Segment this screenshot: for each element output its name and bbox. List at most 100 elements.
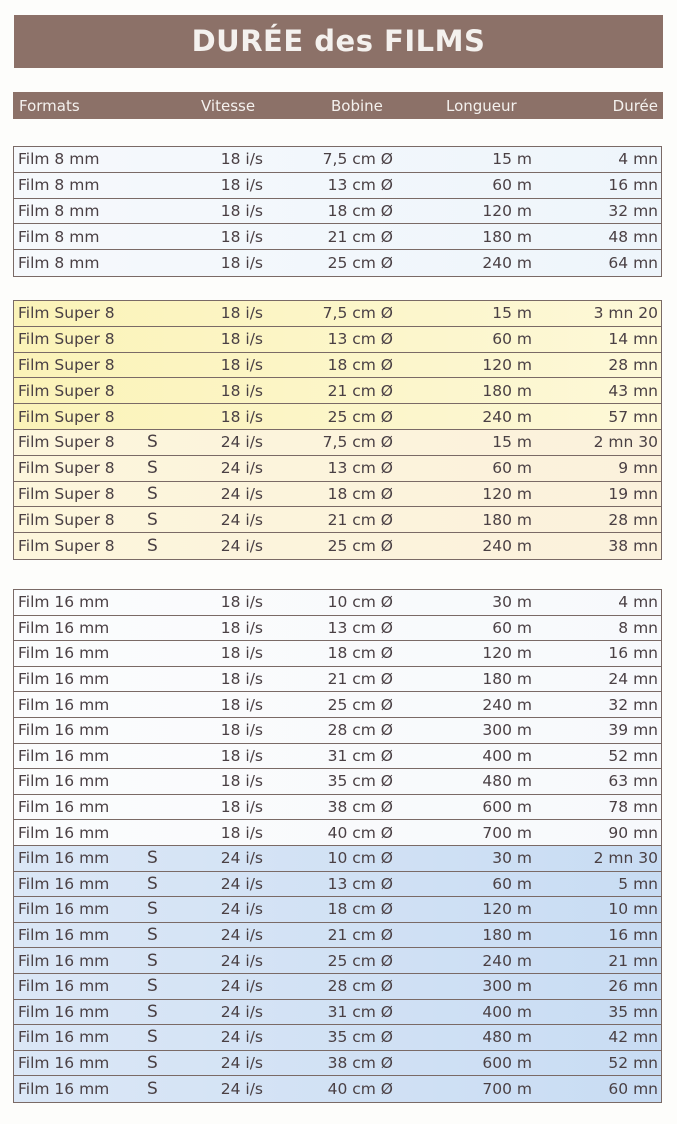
- cell-duree: 78 mn: [608, 798, 658, 817]
- cell-longueur: 600 m: [482, 1053, 532, 1072]
- cell-format: Film 16 mm: [18, 1002, 110, 1021]
- cell-format: Film 8 mm: [18, 176, 100, 195]
- cell-format: Film Super 8: [18, 510, 115, 529]
- cell-bobine: 28 cm Ø: [327, 977, 393, 996]
- cell-format: Film 16 mm: [18, 798, 110, 817]
- cell-format: Film 16 mm: [18, 951, 110, 970]
- column-header-vitesse: Vitesse: [201, 97, 256, 115]
- cell-vitesse: 18 i/s: [220, 254, 263, 273]
- cell-format: Film Super 8: [18, 407, 115, 426]
- cell-longueur: 400 m: [482, 746, 532, 765]
- cell-format: Film 16 mm: [18, 746, 110, 765]
- cell-format: Film 8 mm: [18, 201, 100, 220]
- cell-format: Film Super 8: [18, 433, 115, 452]
- cell-longueur: 700 m: [482, 1080, 532, 1099]
- table-row: Film Super 8 18 i/s 18 cm Ø 120 m 28 mn: [14, 352, 661, 379]
- cell-bobine: 21 cm Ø: [327, 381, 393, 400]
- cell-sound: S: [147, 1079, 158, 1100]
- cell-sound: S: [147, 950, 158, 971]
- cell-duree: 16 mn: [608, 644, 658, 663]
- table-row: Film Super 8 18 i/s 25 cm Ø 240 m 57 mn: [14, 404, 661, 430]
- cell-format: Film 16 mm: [18, 1080, 110, 1099]
- cell-duree: 3 mn 20: [593, 304, 658, 323]
- cell-longueur: 480 m: [482, 1028, 532, 1047]
- cell-duree: 19 mn: [608, 484, 658, 503]
- cell-bobine: 25 cm Ø: [327, 537, 393, 556]
- cell-bobine: 18 cm Ø: [327, 644, 393, 663]
- table-row: Film Super 8 S 24 i/s 21 cm Ø 180 m 28 mn: [14, 507, 661, 534]
- cell-sound: S: [147, 1052, 158, 1073]
- table-row: Film 16 mm S 24 i/s 10 cm Ø 30 m 2 mn 30: [14, 845, 661, 872]
- cell-vitesse: 18 i/s: [220, 618, 263, 637]
- cell-bobine: 21 cm Ø: [327, 670, 393, 689]
- cell-vitesse: 18 i/s: [220, 746, 263, 765]
- cell-duree: 16 mn: [608, 176, 658, 195]
- cell-bobine: 38 cm Ø: [327, 798, 393, 817]
- column-header-bobine: Bobine: [331, 97, 383, 115]
- cell-sound: S: [147, 873, 158, 894]
- cell-sound: S: [147, 976, 158, 997]
- cell-format: Film 16 mm: [18, 874, 110, 893]
- cell-bobine: 13 cm Ø: [327, 618, 393, 637]
- cell-longueur: 240 m: [482, 951, 532, 970]
- cell-longueur: 180 m: [482, 510, 532, 529]
- cell-longueur: 15 m: [492, 304, 532, 323]
- cell-longueur: 60 m: [492, 874, 532, 893]
- cell-bobine: 7,5 cm Ø: [322, 304, 393, 323]
- cell-duree: 32 mn: [608, 201, 658, 220]
- cell-format: Film 16 mm: [18, 823, 110, 842]
- cell-format: Film 16 mm: [18, 1028, 110, 1047]
- cell-duree: 52 mn: [608, 746, 658, 765]
- cell-format: Film 16 mm: [18, 1053, 110, 1072]
- cell-bobine: 13 cm Ø: [327, 459, 393, 478]
- cell-bobine: 25 cm Ø: [327, 951, 393, 970]
- cell-vitesse: 18 i/s: [220, 407, 263, 426]
- cell-format: Film 16 mm: [18, 618, 110, 637]
- cell-longueur: 240 m: [482, 695, 532, 714]
- cell-format: Film Super 8: [18, 381, 115, 400]
- table-row: Film 16 mm S 24 i/s 28 cm Ø 300 m 26 mn: [14, 973, 661, 1000]
- cell-bobine: 38 cm Ø: [327, 1053, 393, 1072]
- cell-longueur: 600 m: [482, 798, 532, 817]
- cell-longueur: 400 m: [482, 1002, 532, 1021]
- cell-bobine: 18 cm Ø: [327, 484, 393, 503]
- cell-format: Film 16 mm: [18, 670, 110, 689]
- cell-longueur: 120 m: [482, 201, 532, 220]
- cell-bobine: 31 cm Ø: [327, 746, 393, 765]
- table-row: Film 16 mm 18 i/s 10 cm Ø 30 m 4 mn: [14, 590, 661, 616]
- column-header-duree: Durée: [612, 97, 658, 115]
- table-row: Film 8 mm 18 i/s 21 cm Ø 180 m 48 mn: [14, 224, 661, 251]
- cell-format: Film 16 mm: [18, 772, 110, 791]
- cell-vitesse: 24 i/s: [220, 900, 263, 919]
- table-row: Film 16 mm 18 i/s 13 cm Ø 60 m 8 mn: [14, 615, 661, 642]
- cell-vitesse: 24 i/s: [220, 1028, 263, 1047]
- cell-format: Film Super 8: [18, 484, 115, 503]
- cell-longueur: 15 m: [492, 150, 532, 169]
- table-row: Film 8 mm 18 i/s 7,5 cm Ø 15 m 4 mn: [14, 147, 661, 173]
- cell-duree: 48 mn: [608, 227, 658, 246]
- cell-vitesse: 18 i/s: [220, 330, 263, 349]
- cell-bobine: 10 cm Ø: [327, 849, 393, 868]
- table-row: Film 16 mm S 24 i/s 13 cm Ø 60 m 5 mn: [14, 871, 661, 898]
- cell-duree: 14 mn: [608, 330, 658, 349]
- cell-longueur: 180 m: [482, 670, 532, 689]
- cell-duree: 5 mn: [618, 874, 658, 893]
- cell-duree: 2 mn 30: [593, 849, 658, 868]
- cell-vitesse: 24 i/s: [220, 1002, 263, 1021]
- table-row: Film 16 mm S 24 i/s 35 cm Ø 480 m 42 mn: [14, 1025, 661, 1051]
- cell-bobine: 10 cm Ø: [327, 593, 393, 612]
- cell-longueur: 300 m: [482, 721, 532, 740]
- table-row: Film 16 mm S 24 i/s 31 cm Ø 400 m 35 mn: [14, 999, 661, 1026]
- cell-longueur: 60 m: [492, 176, 532, 195]
- table-super8: Film Super 8 18 i/s 7,5 cm Ø 15 m 3 mn 20 Fil…: [13, 300, 662, 560]
- cell-longueur: 120 m: [482, 900, 532, 919]
- table-row: Film 16 mm S 24 i/s 18 cm Ø 120 m 10 mn: [14, 897, 661, 923]
- cell-longueur: 60 m: [492, 459, 532, 478]
- cell-sound: S: [147, 899, 158, 920]
- cell-sound: S: [147, 483, 158, 504]
- cell-vitesse: 18 i/s: [220, 772, 263, 791]
- cell-longueur: 300 m: [482, 977, 532, 996]
- cell-vitesse: 24 i/s: [220, 874, 263, 893]
- cell-sound: S: [147, 925, 158, 946]
